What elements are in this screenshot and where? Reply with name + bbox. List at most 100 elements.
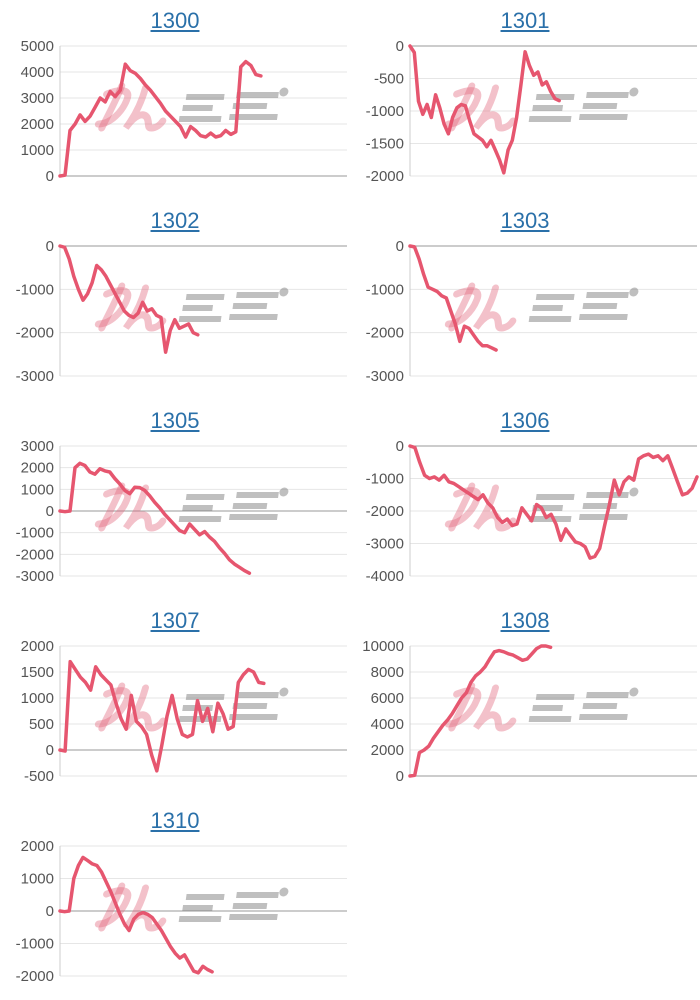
y-tick-label: 4000	[371, 716, 404, 733]
y-tick-label: 8000	[371, 664, 404, 681]
y-tick-label: -1000	[366, 281, 404, 298]
y-tick-label: -2000	[16, 325, 54, 342]
chart-title: 1307	[0, 600, 350, 640]
chart-title-link[interactable]: 1302	[150, 208, 200, 233]
chart-cell: 1307 2000 1500 1000 500 0 -500	[0, 600, 350, 800]
y-tick-label: 3000	[21, 90, 54, 107]
y-tick-label: 5000	[21, 40, 54, 55]
y-tick-label: -500	[24, 768, 54, 785]
y-tick-label: 500	[29, 716, 54, 733]
y-tick-label: 1000	[21, 142, 54, 159]
chart-title: 1300	[0, 0, 350, 40]
y-tick-label: -1000	[16, 281, 54, 298]
chart-title-link[interactable]: 1303	[500, 208, 550, 233]
y-tick-label: 1000	[21, 481, 54, 498]
y-tick-label: -1500	[366, 136, 404, 153]
chart-plot: 0 -1000 -2000 -3000 -4000	[366, 440, 699, 585]
chart-title: 1302	[0, 200, 350, 240]
y-tick-label: 1500	[21, 664, 54, 681]
y-tick-label: 0	[396, 40, 404, 55]
chart-plot: 0 -1000 -2000 -3000	[366, 240, 697, 385]
y-tick-label: -500	[374, 71, 404, 88]
data-line	[408, 244, 498, 352]
minrepo-logo-watermark	[444, 82, 639, 132]
y-tick-label: 0	[46, 742, 54, 759]
minrepo-logo-watermark	[94, 482, 289, 532]
y-tick-label: 2000	[371, 742, 404, 759]
y-tick-label: 2000	[21, 840, 54, 855]
chart-plot: 0 -500 -1000 -1500 -2000	[366, 40, 697, 185]
y-tick-label: -1000	[16, 936, 54, 953]
y-tick-label: -3000	[16, 568, 54, 585]
chart-title: 1308	[350, 600, 700, 640]
y-tick-label: 1000	[21, 690, 54, 707]
chart-cell: 1306 0 -1000 -2000 -3000 -4000	[350, 400, 700, 600]
minrepo-logo-watermark	[94, 882, 289, 932]
chart-plot: 3000 2000 1000 0 -1000 -2000 -3000	[16, 440, 347, 585]
data-line	[58, 461, 252, 575]
chart-plot: 0 -1000 -2000 -3000	[16, 240, 347, 385]
chart-title-link[interactable]: 1300	[150, 8, 200, 33]
y-tick-label: 2000	[21, 460, 54, 477]
y-tick-label: 6000	[371, 690, 404, 707]
chart-title-link[interactable]: 1310	[150, 808, 200, 833]
y-tick-label: -4000	[366, 568, 404, 585]
chart-cell: 1305 3000 2000 1000 0 -1000 -2000 -3000	[0, 400, 350, 600]
y-tick-label: 0	[46, 240, 54, 255]
y-tick-label: 0	[396, 440, 404, 455]
y-tick-label: -2000	[16, 546, 54, 563]
y-tick-label: 0	[396, 768, 404, 785]
y-tick-label: -3000	[16, 368, 54, 385]
chart-cell: 1303 0 -1000 -2000 -3000	[350, 200, 700, 400]
data-line	[58, 659, 266, 773]
chart-plot: 2000 1000 0 -1000 -2000	[16, 840, 347, 985]
y-tick-label: 2000	[21, 640, 54, 655]
minrepo-logo-watermark	[444, 282, 639, 332]
y-tick-label: -2000	[16, 968, 54, 985]
data-line	[408, 444, 699, 560]
y-tick-label: -2000	[366, 503, 404, 520]
y-tick-label: -1000	[16, 525, 54, 542]
minrepo-logo-watermark	[94, 82, 289, 132]
y-tick-label: 2000	[21, 116, 54, 133]
chart-title: 1310	[0, 800, 350, 840]
chart-title-link[interactable]: 1307	[150, 608, 200, 633]
y-tick-label: -1000	[366, 103, 404, 120]
chart-title-link[interactable]: 1301	[500, 8, 550, 33]
chart-cell: 1301 0 -500 -1000 -1500 -2000	[350, 0, 700, 200]
y-tick-label: -3000	[366, 536, 404, 553]
y-tick-label: 1000	[21, 871, 54, 888]
y-tick-label: 4000	[21, 64, 54, 81]
minrepo-logo-watermark	[94, 282, 289, 332]
chart-plot: 10000 8000 6000 4000 2000 0	[362, 640, 697, 785]
y-tick-label: 0	[396, 240, 404, 255]
chart-title-link[interactable]: 1305	[150, 408, 200, 433]
chart-title: 1301	[350, 0, 700, 40]
y-tick-label: 0	[46, 168, 54, 185]
data-line	[408, 44, 561, 175]
y-tick-label: -3000	[366, 368, 404, 385]
data-line	[58, 855, 214, 975]
data-line	[58, 59, 263, 178]
chart-cell: 1310 2000 1000 0 -1000 -2000	[0, 800, 350, 1000]
data-line	[408, 644, 553, 778]
y-tick-label: -2000	[366, 325, 404, 342]
y-tick-label: 0	[46, 503, 54, 520]
chart-title-link[interactable]: 1308	[500, 608, 550, 633]
chart-plot: 2000 1500 1000 500 0 -500	[21, 640, 347, 785]
chart-title: 1306	[350, 400, 700, 440]
chart-title-link[interactable]: 1306	[500, 408, 550, 433]
y-tick-label: 0	[46, 903, 54, 920]
y-tick-label: 10000	[362, 640, 404, 655]
chart-title: 1303	[350, 200, 700, 240]
chart-cell: 1302 0 -1000 -2000 -3000	[0, 200, 350, 400]
chart-cell: 1300 5000 4000 3000 2000 1000 0	[0, 0, 350, 200]
chart-cell: 1308 10000 8000 6000 4000 2000 0	[350, 600, 700, 800]
minrepo-logo-watermark	[444, 682, 639, 732]
y-tick-label: -2000	[366, 168, 404, 185]
chart-title: 1305	[0, 400, 350, 440]
data-line	[58, 244, 200, 354]
chart-plot: 5000 4000 3000 2000 1000 0	[21, 40, 347, 185]
y-tick-label: 3000	[21, 440, 54, 455]
